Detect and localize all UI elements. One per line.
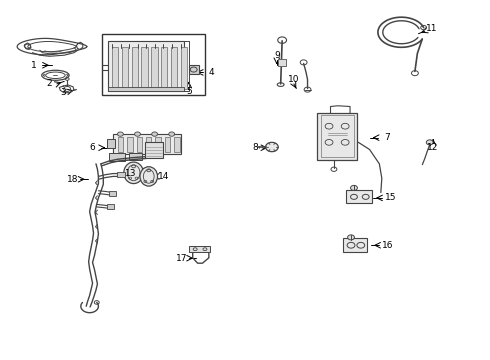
Bar (102, 35, 205, 95)
Ellipse shape (124, 162, 144, 184)
Text: 18: 18 (67, 175, 79, 184)
Text: 6: 6 (90, 143, 96, 152)
Bar (151, 47, 158, 89)
Text: 12: 12 (427, 143, 439, 152)
Bar (146, 137, 151, 152)
Bar (165, 137, 170, 152)
Circle shape (350, 185, 357, 190)
Circle shape (152, 132, 158, 136)
Circle shape (347, 235, 354, 240)
Bar (107, 139, 115, 148)
Text: 10: 10 (288, 75, 299, 84)
Bar (127, 137, 133, 152)
Circle shape (135, 132, 141, 136)
Text: 16: 16 (382, 241, 393, 250)
Bar (137, 137, 142, 152)
Bar (113, 134, 181, 154)
Text: 15: 15 (385, 193, 396, 202)
Text: 3: 3 (60, 87, 66, 96)
Bar (142, 47, 148, 89)
Bar (122, 47, 128, 89)
Text: 11: 11 (426, 24, 438, 33)
Bar (174, 137, 179, 152)
Bar (108, 87, 184, 91)
Bar (132, 47, 138, 89)
Ellipse shape (140, 167, 158, 186)
Bar (107, 204, 114, 209)
Bar (112, 47, 119, 89)
Bar (118, 137, 123, 152)
Text: 8: 8 (252, 143, 258, 152)
Bar (109, 192, 116, 196)
Bar (161, 47, 167, 89)
Bar (108, 41, 184, 91)
Bar (155, 137, 161, 152)
Text: 17: 17 (176, 254, 187, 263)
Bar (180, 47, 187, 89)
Text: 4: 4 (209, 68, 215, 77)
Text: 1: 1 (31, 61, 37, 70)
Bar (343, 238, 367, 252)
Text: 5: 5 (186, 86, 192, 95)
Bar (278, 59, 286, 66)
Text: 13: 13 (125, 169, 136, 178)
Bar (171, 47, 177, 89)
Circle shape (426, 140, 433, 145)
Text: 9: 9 (274, 51, 280, 60)
Bar (117, 172, 125, 177)
Text: 14: 14 (158, 172, 170, 181)
Bar (321, 116, 354, 157)
Circle shape (118, 132, 123, 136)
Bar (145, 142, 163, 158)
Bar (318, 113, 357, 159)
Text: 7: 7 (384, 133, 390, 142)
Text: 2: 2 (47, 80, 52, 89)
Polygon shape (113, 134, 181, 154)
Bar (109, 153, 125, 161)
Circle shape (169, 132, 174, 136)
Bar (189, 65, 198, 74)
Circle shape (266, 142, 278, 152)
Bar (189, 246, 210, 252)
Bar (346, 190, 371, 203)
Polygon shape (108, 41, 184, 91)
Bar (129, 153, 143, 160)
